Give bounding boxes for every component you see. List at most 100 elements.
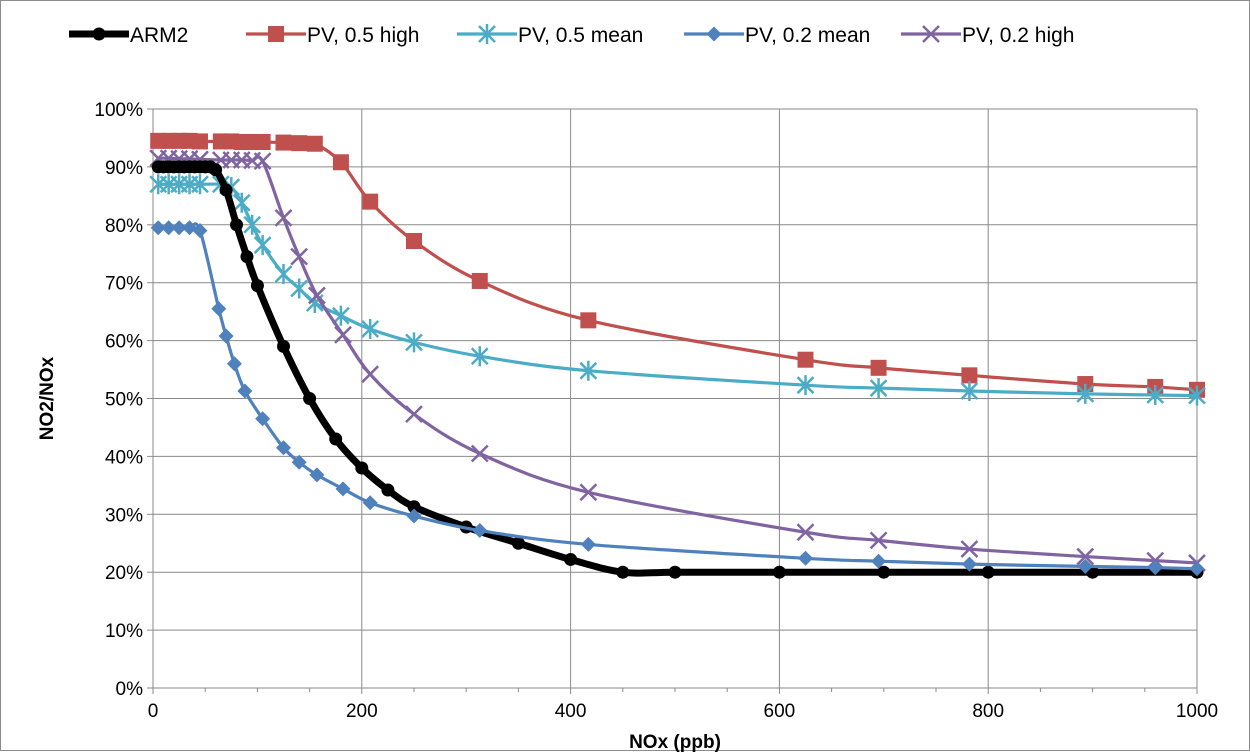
data-point bbox=[472, 523, 488, 539]
data-point bbox=[981, 565, 995, 579]
x-axis-title: NOx (ppb) bbox=[629, 732, 721, 752]
legend: ARM2 PV, 0.5 high PV, 0.5 mean PV, 0.2 mean… bbox=[69, 24, 1075, 47]
y-tick-label: 40% bbox=[105, 447, 143, 468]
data-point bbox=[243, 214, 262, 235]
data-point bbox=[335, 481, 351, 497]
data-point bbox=[564, 552, 578, 566]
data-point bbox=[274, 208, 293, 227]
data-point bbox=[211, 301, 227, 317]
data-point bbox=[306, 135, 323, 152]
y-tick-label: 50% bbox=[105, 390, 143, 411]
y-tick-label: 20% bbox=[105, 563, 143, 584]
legend-label: PV, 0.5 high bbox=[307, 24, 420, 47]
data-point bbox=[580, 536, 596, 552]
data-point bbox=[291, 135, 308, 152]
data-point bbox=[579, 483, 598, 502]
x-tick-label: 0 bbox=[148, 701, 159, 722]
series-pv-0-2-mean bbox=[150, 220, 1205, 577]
legend-marker bbox=[92, 27, 106, 41]
data-point bbox=[255, 411, 271, 427]
data-point bbox=[361, 319, 380, 340]
x-tick-label: 1000 bbox=[1176, 701, 1218, 722]
data-point bbox=[1189, 561, 1205, 577]
data-point bbox=[219, 183, 233, 197]
series-layer bbox=[149, 132, 1206, 579]
legend-marker bbox=[268, 26, 284, 42]
data-point bbox=[960, 380, 979, 401]
data-point bbox=[191, 133, 208, 150]
data-point bbox=[471, 272, 488, 289]
data-point bbox=[290, 247, 309, 266]
series-pv-0-2-high bbox=[149, 149, 1206, 572]
data-point bbox=[209, 163, 223, 177]
data-point bbox=[406, 233, 422, 250]
data-point bbox=[161, 220, 177, 236]
data-point bbox=[250, 279, 264, 293]
data-point bbox=[275, 134, 292, 151]
data-point bbox=[798, 550, 813, 566]
data-point bbox=[308, 286, 326, 305]
data-point bbox=[232, 192, 251, 213]
data-point bbox=[869, 531, 888, 550]
data-point bbox=[192, 223, 208, 239]
data-point bbox=[237, 383, 253, 399]
legend-marker bbox=[922, 25, 940, 43]
y-tick-label: 60% bbox=[105, 332, 143, 353]
series-line bbox=[156, 155, 1199, 565]
series-line bbox=[156, 139, 1199, 392]
data-point bbox=[668, 565, 682, 579]
data-point bbox=[772, 565, 786, 579]
y-tick-label: 80% bbox=[105, 216, 143, 237]
data-point bbox=[274, 264, 293, 285]
data-point bbox=[332, 305, 350, 326]
x-tick-label: 800 bbox=[972, 701, 1004, 722]
legend-label: PV, 0.5 mean bbox=[518, 24, 643, 47]
y-axis-title: NO2/NOx bbox=[37, 356, 58, 440]
data-point bbox=[329, 432, 343, 446]
data-point bbox=[405, 332, 423, 353]
legend-label: PV, 0.2 high bbox=[962, 24, 1075, 47]
data-point bbox=[1147, 560, 1163, 576]
data-point bbox=[182, 220, 198, 236]
data-point bbox=[218, 328, 234, 344]
data-point bbox=[332, 154, 349, 171]
series-pv-0-5-high bbox=[150, 132, 1205, 398]
data-point bbox=[240, 250, 254, 264]
data-point bbox=[961, 556, 977, 572]
legend-item: PV, 0.5 high bbox=[246, 24, 420, 47]
data-point bbox=[616, 565, 630, 579]
data-point bbox=[253, 152, 272, 170]
x-tick-label: 400 bbox=[555, 701, 587, 722]
tick-labels: 0% 10% 20% 30% 40% 50% 60% 70% 80% 90% 100% 0 200 400… bbox=[94, 100, 1218, 722]
data-point bbox=[277, 339, 290, 353]
data-point bbox=[871, 553, 887, 569]
data-point bbox=[961, 367, 978, 384]
data-point bbox=[877, 565, 891, 579]
y-tick-label: 30% bbox=[105, 505, 143, 526]
legend-item: ARM2 bbox=[69, 24, 188, 47]
series-line bbox=[154, 163, 1201, 577]
data-point bbox=[1076, 547, 1095, 566]
legend-item: PV, 0.2 mean bbox=[684, 24, 870, 47]
data-point bbox=[470, 346, 489, 367]
data-point bbox=[797, 351, 814, 368]
y-tick-label: 100% bbox=[94, 100, 143, 121]
legend-marker bbox=[706, 26, 722, 42]
y-tick-label: 10% bbox=[105, 621, 143, 642]
data-point bbox=[150, 220, 166, 236]
legend-marker bbox=[478, 24, 496, 44]
data-point bbox=[290, 278, 309, 299]
data-point bbox=[1188, 385, 1206, 406]
data-point bbox=[405, 405, 423, 424]
data-point bbox=[226, 356, 242, 372]
legend-item: PV, 0.2 high bbox=[901, 24, 1075, 47]
y-tick-label: 0% bbox=[116, 679, 144, 700]
data-point bbox=[406, 508, 422, 524]
data-point bbox=[254, 134, 271, 151]
data-point bbox=[470, 444, 489, 463]
data-point bbox=[407, 500, 421, 514]
legend-item: PV, 0.5 mean bbox=[457, 24, 643, 47]
data-point bbox=[309, 467, 325, 483]
